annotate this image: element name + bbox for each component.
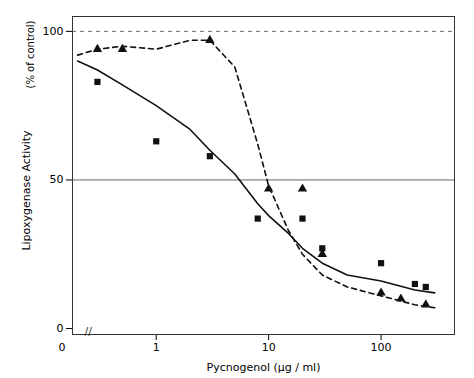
svg-text:100: 100 xyxy=(43,25,64,38)
svg-text:50: 50 xyxy=(50,173,64,186)
svg-text:0: 0 xyxy=(59,341,66,354)
svg-text:Lipoxygenase Activity: Lipoxygenase Activity xyxy=(20,130,33,251)
svg-text:Pycnogenol (μg / ml): Pycnogenol (μg / ml) xyxy=(207,361,321,374)
svg-text:10: 10 xyxy=(262,341,276,354)
svg-text:1: 1 xyxy=(153,341,160,354)
svg-text:0: 0 xyxy=(57,322,64,335)
svg-text:(% of control): (% of control) xyxy=(25,20,36,88)
svg-text:100: 100 xyxy=(371,341,392,354)
svg-text://: // xyxy=(85,325,93,338)
